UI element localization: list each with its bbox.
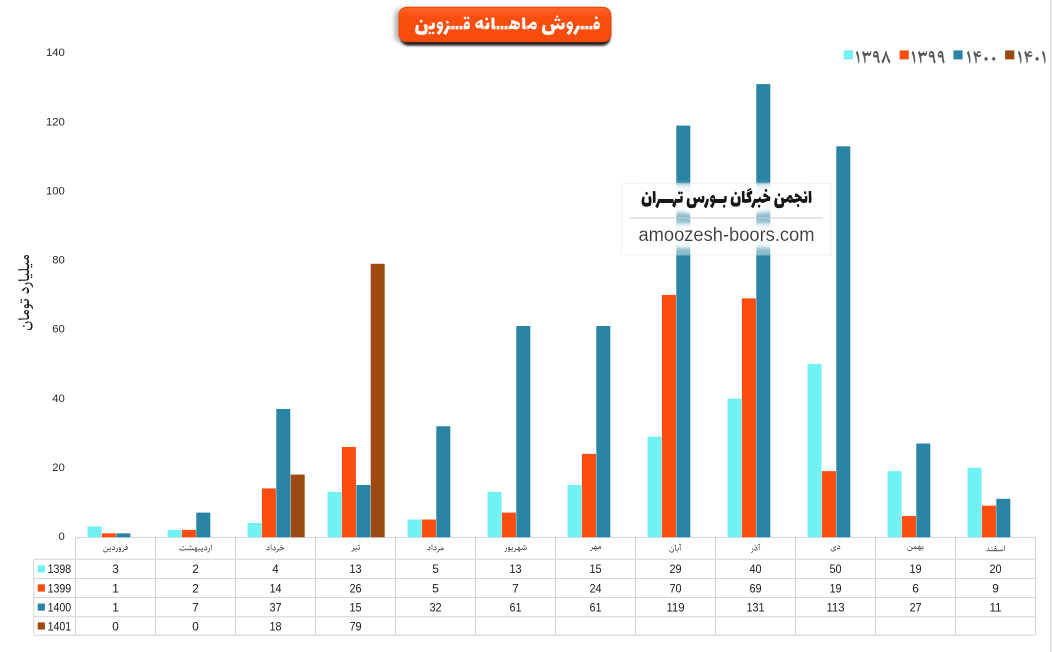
svg-text:69: 69 (749, 581, 761, 595)
svg-text:7: 7 (512, 581, 519, 595)
svg-text:1401: 1401 (48, 619, 72, 633)
svg-text:2: 2 (192, 562, 199, 576)
svg-text:131: 131 (746, 600, 764, 614)
svg-text:120: 120 (46, 116, 65, 128)
svg-text:11: 11 (989, 600, 1001, 614)
svg-text:37: 37 (269, 600, 281, 614)
svg-text:19: 19 (909, 562, 921, 576)
svg-text:15: 15 (589, 562, 602, 576)
svg-text:61: 61 (509, 600, 521, 614)
svg-text:60: 60 (52, 324, 65, 336)
svg-text:15: 15 (349, 600, 362, 614)
svg-text:0: 0 (192, 619, 199, 633)
svg-text:40: 40 (749, 562, 762, 576)
svg-text:4: 4 (272, 562, 279, 576)
svg-text:20: 20 (989, 562, 1002, 576)
svg-text:1: 1 (112, 581, 119, 595)
svg-text:1399: 1399 (48, 581, 72, 595)
svg-text:80: 80 (52, 255, 65, 267)
svg-text:1400: 1400 (48, 600, 72, 614)
svg-text:9: 9 (992, 581, 999, 595)
svg-text:13: 13 (349, 562, 362, 576)
svg-text:1: 1 (112, 600, 119, 614)
svg-text:13: 13 (509, 562, 522, 576)
svg-text:70: 70 (669, 581, 682, 595)
svg-text:3: 3 (112, 562, 119, 576)
svg-text:24: 24 (589, 581, 602, 595)
svg-text:20: 20 (52, 462, 65, 474)
svg-text:113: 113 (826, 600, 845, 614)
svg-text:119: 119 (666, 600, 684, 614)
svg-text:18: 18 (269, 619, 282, 633)
svg-text:2: 2 (192, 581, 199, 595)
svg-text:100: 100 (46, 185, 65, 197)
svg-text:19: 19 (829, 581, 841, 595)
svg-text:5: 5 (432, 562, 439, 576)
svg-text:79: 79 (349, 619, 361, 633)
svg-text:5: 5 (432, 581, 439, 595)
svg-text:1398: 1398 (48, 562, 72, 576)
svg-text:50: 50 (829, 562, 842, 576)
svg-text:61: 61 (589, 600, 601, 614)
svg-text:0: 0 (59, 531, 65, 543)
svg-text:27: 27 (909, 600, 921, 614)
svg-text:14: 14 (269, 581, 282, 595)
svg-text:32: 32 (429, 600, 441, 614)
svg-text:6: 6 (912, 581, 919, 595)
svg-text:26: 26 (349, 581, 362, 595)
svg-text:amoozesh-boors.com: amoozesh-boors.com (639, 225, 815, 246)
svg-text:0: 0 (112, 619, 119, 633)
svg-text:40: 40 (52, 393, 65, 405)
svg-text:140: 140 (46, 47, 65, 59)
svg-text:29: 29 (669, 562, 681, 576)
svg-text:7: 7 (192, 600, 199, 614)
